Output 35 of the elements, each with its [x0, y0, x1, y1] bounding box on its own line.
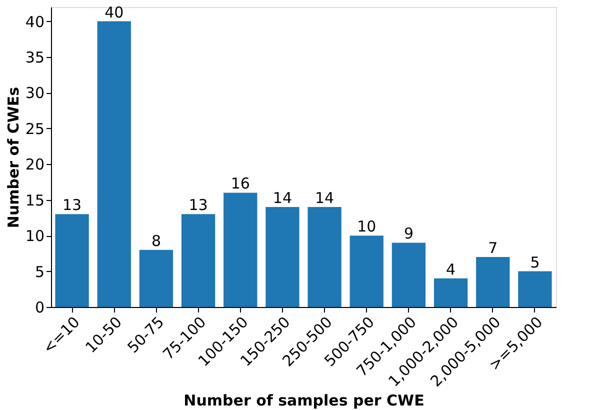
x-axis-title: Number of samples per CWE [184, 392, 424, 410]
data-label: 5 [530, 253, 540, 272]
bar [350, 236, 384, 307]
data-label: 13 [62, 196, 82, 214]
data-label: 14 [272, 189, 292, 207]
bar [476, 257, 510, 307]
bar [518, 271, 552, 307]
y-tick-label: 35 [25, 48, 44, 66]
y-tick-label: 30 [25, 84, 44, 102]
y-tick-label: 10 [25, 227, 44, 246]
data-label: 4 [446, 260, 456, 278]
data-label: 13 [188, 196, 208, 214]
data-label: 40 [104, 3, 124, 22]
bar [392, 242, 426, 307]
bar [266, 207, 300, 307]
y-tick-label: 25 [25, 120, 44, 138]
data-label: 10 [357, 218, 376, 236]
y-tick-label: 5 [34, 262, 44, 281]
y-tick-label: 0 [34, 298, 44, 316]
y-tick-label: 20 [25, 156, 44, 174]
bar [308, 207, 342, 307]
bar [434, 278, 468, 307]
bar [181, 214, 216, 307]
bar [55, 214, 89, 307]
data-label: 8 [151, 232, 161, 250]
y-axis-title: Number of CWEs [4, 86, 22, 228]
bar [139, 250, 174, 307]
y-tick-label: 15 [25, 191, 44, 210]
bar [97, 21, 131, 307]
bar [224, 192, 258, 307]
data-label: 7 [488, 239, 498, 257]
y-tick-label: 40 [25, 12, 44, 31]
data-label: 16 [230, 174, 250, 193]
data-label: 9 [404, 224, 414, 243]
data-label: 14 [314, 189, 334, 207]
